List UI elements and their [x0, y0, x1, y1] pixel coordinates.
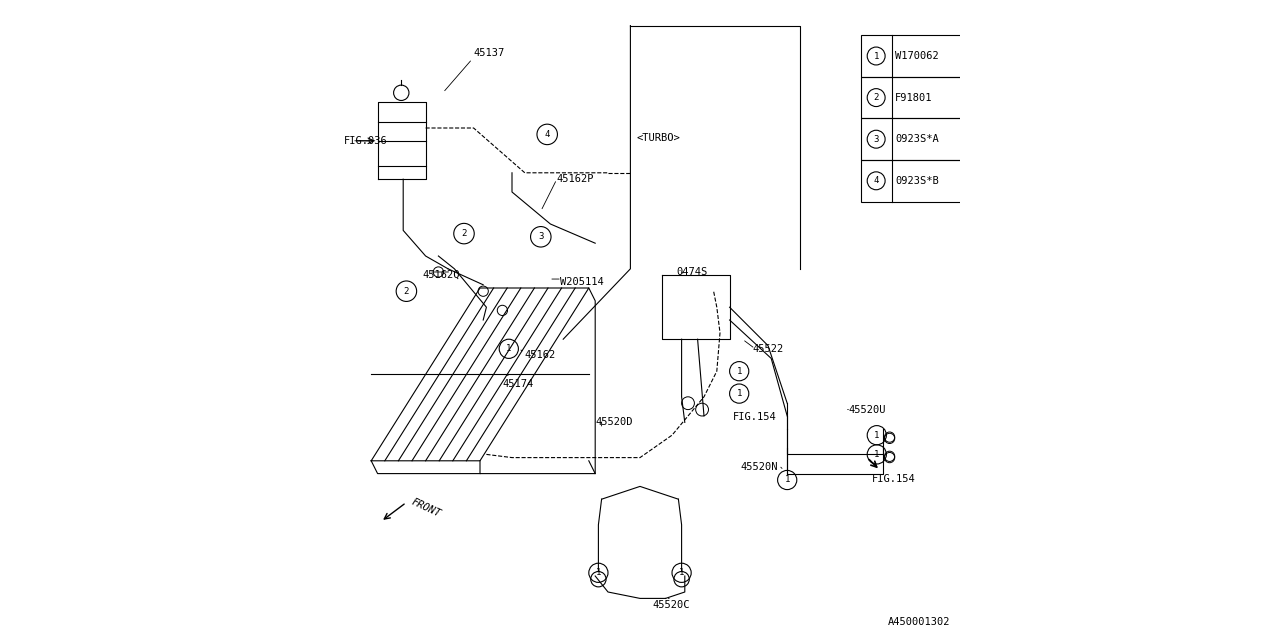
Text: 0923S*A: 0923S*A: [896, 134, 940, 144]
Text: 45520U: 45520U: [849, 404, 886, 415]
Text: 1: 1: [785, 476, 790, 484]
Text: 1: 1: [874, 431, 879, 440]
Text: W170062: W170062: [896, 51, 940, 61]
Text: 2: 2: [873, 93, 879, 102]
Text: A450001302: A450001302: [888, 617, 950, 627]
Bar: [860, 35, 965, 77]
Text: 45174: 45174: [502, 379, 534, 389]
Text: <TURBO>: <TURBO>: [637, 132, 681, 143]
Text: 0474S: 0474S: [677, 267, 708, 277]
Text: 45520N: 45520N: [740, 462, 777, 472]
Text: 2: 2: [461, 229, 467, 238]
Text: FIG.036: FIG.036: [344, 136, 388, 146]
Text: 4: 4: [544, 130, 550, 139]
Text: 3: 3: [873, 134, 879, 144]
Bar: [860, 77, 965, 118]
Bar: [860, 118, 965, 160]
Text: 45520D: 45520D: [595, 417, 632, 428]
Bar: [860, 160, 965, 202]
Text: 3: 3: [538, 232, 544, 241]
Text: 45137: 45137: [474, 47, 504, 58]
Text: FIG.154: FIG.154: [732, 412, 777, 422]
Text: 2: 2: [403, 287, 410, 296]
Text: 1: 1: [678, 568, 685, 577]
Text: FIG.154: FIG.154: [873, 474, 916, 484]
Text: 0923S*B: 0923S*B: [896, 176, 940, 186]
Text: 1: 1: [736, 389, 742, 398]
Text: 45162P: 45162P: [557, 174, 594, 184]
Text: 1: 1: [874, 450, 879, 459]
Text: 1: 1: [595, 568, 602, 577]
Text: 45162Q: 45162Q: [422, 270, 460, 280]
Text: W205114: W205114: [561, 276, 604, 287]
Text: 45162: 45162: [525, 350, 556, 360]
Text: F91801: F91801: [896, 93, 933, 102]
Text: 4: 4: [873, 176, 879, 186]
Text: 45522: 45522: [753, 344, 783, 354]
Text: 45520C: 45520C: [653, 600, 690, 610]
Text: 1: 1: [873, 51, 879, 61]
Text: 1: 1: [506, 344, 512, 353]
Text: 1: 1: [736, 367, 742, 376]
Text: FRONT: FRONT: [410, 497, 442, 518]
